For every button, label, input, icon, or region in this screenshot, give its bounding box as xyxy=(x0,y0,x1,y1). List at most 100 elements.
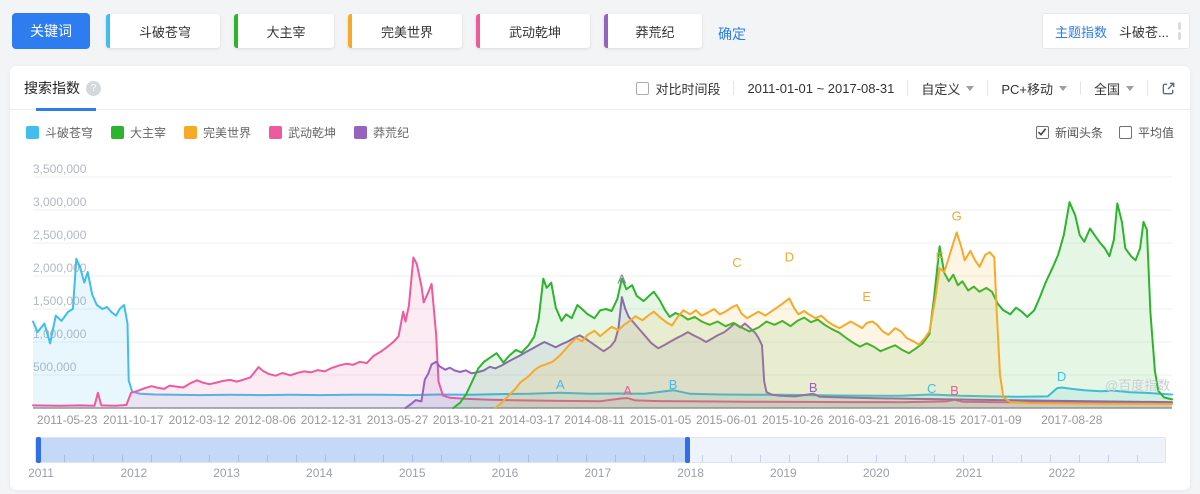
x-axis-tick-label: 2015-10-26 xyxy=(762,413,824,427)
keyword-tag-1[interactable]: 大主宰 xyxy=(234,14,334,48)
toggle-label: 平均值 xyxy=(1137,125,1174,140)
x-axis-tick-label: 2015-06-01 xyxy=(696,413,758,427)
legend-item-1[interactable]: 大主宰 xyxy=(111,124,166,141)
x-axis-tick-label: 2012-08-06 xyxy=(235,413,297,427)
y-axis-tick-label: 2,000,000 xyxy=(33,261,87,275)
news-annotation-G[interactable]: G xyxy=(952,209,962,224)
theme-index-link[interactable]: 主题指数 xyxy=(1055,24,1108,40)
x-axis-tick-label: 2016-08-15 xyxy=(894,413,956,427)
keyword-tag-4[interactable]: 莽荒纪 xyxy=(604,14,702,48)
top-keyword-bar: 关键词 斗破苍穹 大主宰 完美世界 武动乾坤 莽荒纪 确定 主题指数 斗破苍... xyxy=(0,0,1200,62)
slider-handle-left[interactable] xyxy=(36,437,41,463)
legend-swatch xyxy=(269,125,283,139)
tag-color-bar xyxy=(604,14,608,48)
legend-item-2[interactable]: 完美世界 xyxy=(184,124,251,141)
divider xyxy=(1079,81,1081,95)
x-axis-tick-label: 2016-03-21 xyxy=(828,413,890,427)
timeline-selected-range[interactable] xyxy=(36,438,690,462)
news-annotation-E[interactable]: E xyxy=(862,289,871,304)
keyword-button[interactable]: 关键词 xyxy=(12,13,90,49)
overlay-toggles: 新闻头条 平均值 xyxy=(1035,124,1174,141)
timeline-ticks xyxy=(36,455,1165,462)
tag-color-bar xyxy=(348,14,352,48)
legend-label: 武动乾坤 xyxy=(288,125,337,140)
news-annotation-D[interactable]: D xyxy=(1057,369,1066,384)
legend-label: 斗破苍穹 xyxy=(45,125,94,140)
chart-controls: 对比时间段 2011-01-01 ~ 2017-08-31 自定义 PC+移动 … xyxy=(636,66,1176,110)
external-link-icon[interactable] xyxy=(1161,81,1176,96)
y-axis-tick-label: 2,500,000 xyxy=(33,228,87,242)
x-axis-tick-label: 2013-05-27 xyxy=(367,413,429,427)
checkbox-unchecked-icon[interactable] xyxy=(636,81,650,95)
tag-color-bar xyxy=(476,14,480,48)
chevron-down-icon xyxy=(966,85,975,91)
year-label-2018: 2018 xyxy=(677,466,704,480)
series-area-斗破苍穹 xyxy=(33,258,1172,408)
active-tab-underline xyxy=(36,108,96,111)
device-dropdown[interactable]: PC+移动 xyxy=(1001,79,1067,98)
series-line-大主宰[interactable] xyxy=(452,201,1173,409)
toggle-1[interactable]: 平均值 xyxy=(1118,124,1174,141)
legend-label: 大主宰 xyxy=(130,125,167,140)
legend-item-4[interactable]: 莽荒纪 xyxy=(354,124,409,141)
help-icon[interactable]: ? xyxy=(86,80,101,96)
divider xyxy=(987,81,989,95)
tag-label: 完美世界 xyxy=(380,24,433,40)
x-axis-tick-label: 2011-05-23 xyxy=(37,413,98,427)
news-annotation-C[interactable]: C xyxy=(732,255,741,270)
chevron-down-icon xyxy=(1126,85,1134,91)
confirm-link[interactable]: 确定 xyxy=(718,26,746,42)
custom-range-label: 自定义 xyxy=(921,81,961,97)
checkbox-unchecked-icon[interactable] xyxy=(1118,125,1132,139)
keyword-tag-list: 斗破苍穹 大主宰 完美世界 武动乾坤 莽荒纪 xyxy=(106,14,702,48)
tab-search-index[interactable]: 搜索指数 ? xyxy=(24,66,101,111)
mini-scrollbar[interactable] xyxy=(1178,22,1181,40)
compare-period-checkbox[interactable]: 对比时间段 xyxy=(636,79,720,98)
checkbox-checked-icon[interactable] xyxy=(1035,125,1049,139)
news-annotation-D[interactable]: D xyxy=(785,250,794,265)
divider xyxy=(1147,81,1148,95)
news-annotation-B[interactable]: B xyxy=(950,383,959,398)
keyword-tag-2[interactable]: 完美世界 xyxy=(348,14,462,48)
theme-index-box: 主题指数 斗破苍... xyxy=(1042,13,1190,49)
series-area-完美世界 xyxy=(495,232,1172,408)
legend-item-0[interactable]: 斗破苍穹 xyxy=(26,124,93,141)
region-label: 全国 xyxy=(1093,81,1120,97)
theme-keyword-preview[interactable]: 斗破苍... xyxy=(1119,24,1169,40)
toggle-label: 新闻头条 xyxy=(1054,125,1103,140)
series-line-完美世界[interactable] xyxy=(494,231,1173,409)
region-dropdown[interactable]: 全国 xyxy=(1094,79,1134,98)
legend-label: 完美世界 xyxy=(203,125,252,140)
legend-swatch xyxy=(111,125,125,139)
year-label-2019: 2019 xyxy=(770,466,797,480)
slider-handle-right[interactable] xyxy=(684,437,690,463)
watermark: @百度指数 xyxy=(1105,378,1170,393)
news-annotation-C[interactable]: C xyxy=(927,381,936,396)
search-index-chart[interactable]: 3,500,0003,000,0002,500,0002,000,0001,50… xyxy=(22,158,1190,430)
news-annotation-A[interactable]: A xyxy=(623,383,632,398)
year-label-2011: 2011 xyxy=(28,466,54,480)
keyword-tag-3[interactable]: 武动乾坤 xyxy=(476,14,590,48)
series-area-莽荒纪 xyxy=(405,297,1172,408)
custom-range-dropdown[interactable]: 自定义 xyxy=(921,79,975,98)
series-line-武动乾坤[interactable] xyxy=(32,256,1173,407)
news-annotation-F[interactable]: F xyxy=(936,250,944,265)
x-axis-tick-label: 2017-08-28 xyxy=(1041,413,1103,427)
timeline-slider-track[interactable] xyxy=(35,437,1166,463)
legend-item-3[interactable]: 武动乾坤 xyxy=(269,124,336,141)
year-label-2016: 2016 xyxy=(491,466,519,480)
news-annotation-A[interactable]: A xyxy=(618,271,627,286)
news-annotation-A[interactable]: A xyxy=(556,377,565,392)
tag-label: 莽荒纪 xyxy=(635,24,675,40)
news-annotation-B[interactable]: B xyxy=(669,377,678,392)
series-line-莽荒纪[interactable] xyxy=(404,296,1173,409)
keyword-tag-0[interactable]: 斗破苍穹 xyxy=(106,14,220,48)
toggle-0[interactable]: 新闻头条 xyxy=(1035,124,1103,141)
year-label-2014: 2014 xyxy=(306,466,333,480)
series-line-斗破苍穹[interactable] xyxy=(32,257,1173,398)
tag-label: 斗破苍穹 xyxy=(138,24,191,40)
news-annotation-B[interactable]: B xyxy=(809,380,818,395)
legend-swatch xyxy=(26,125,39,139)
date-range-value[interactable]: 2011-01-01 ~ 2017-08-31 xyxy=(747,80,895,96)
x-axis-tick-label: 2017-01-09 xyxy=(960,413,1022,427)
